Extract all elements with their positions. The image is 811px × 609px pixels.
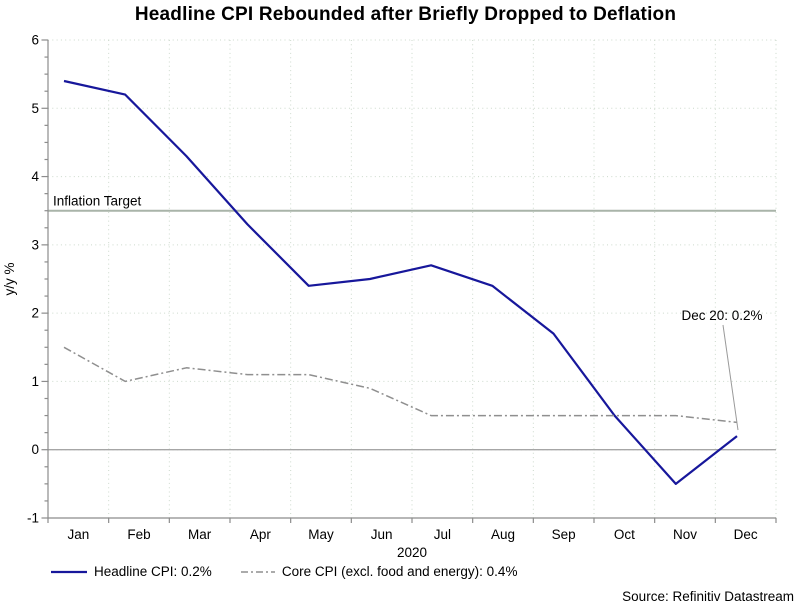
inflation-target-label: Inflation Target xyxy=(53,194,142,209)
legend-item-headline-cpi: Headline CPI: 0.2% xyxy=(50,564,212,579)
dec-annotation: Dec 20: 0.2% xyxy=(681,308,762,323)
svg-text:2: 2 xyxy=(31,306,39,321)
svg-text:Jul: Jul xyxy=(434,527,451,542)
legend-item-core-cpi: Core CPI (excl. food and energy): 0.4% xyxy=(240,564,518,579)
svg-text:Nov: Nov xyxy=(673,527,697,542)
core-cpi-line-swatch xyxy=(240,570,275,573)
svg-text:Oct: Oct xyxy=(614,527,635,542)
svg-text:1: 1 xyxy=(31,374,39,389)
x-tick-labels: Jan Feb Mar Apr May Jun Jul Aug Sep Oct Nov Dec xyxy=(67,527,757,542)
v-gridlines xyxy=(108,40,777,518)
h-gridlines xyxy=(48,39,776,451)
x-axis-year-label: 2020 xyxy=(397,545,427,560)
svg-text:Aug: Aug xyxy=(491,527,515,542)
svg-text:6: 6 xyxy=(31,33,39,48)
y-axis-ticks xyxy=(41,39,48,519)
svg-text:Feb: Feb xyxy=(127,527,150,542)
svg-text:0: 0 xyxy=(31,442,39,457)
x-axis-ticks xyxy=(47,518,777,523)
y-axis-label: y/y % xyxy=(2,262,17,295)
svg-text:4: 4 xyxy=(31,169,39,184)
svg-text:Mar: Mar xyxy=(188,527,212,542)
annotation-pointer-line xyxy=(722,324,739,431)
svg-text:Jan: Jan xyxy=(67,527,89,542)
svg-text:3: 3 xyxy=(31,237,39,252)
svg-text:5: 5 xyxy=(31,101,39,116)
core-cpi-line xyxy=(63,346,738,424)
svg-text:May: May xyxy=(308,527,334,542)
legend: Headline CPI: 0.2% Core CPI (excl. food … xyxy=(50,564,517,579)
y-tick-labels: -1 0 1 2 3 4 5 6 xyxy=(27,33,40,526)
source-note: Source: Refinitiv Datastream xyxy=(622,589,794,604)
legend-label-core-cpi: Core CPI (excl. food and energy): 0.4% xyxy=(281,564,518,579)
cpi-line-chart: Inflation Target -1 0 1 2 3 4 5 6 Jan Feb Mar Apr May… xyxy=(2,33,777,560)
headline-cpi-line-swatch xyxy=(51,570,87,573)
svg-text:Apr: Apr xyxy=(250,527,272,542)
legend-label-headline-cpi: Headline CPI: 0.2% xyxy=(94,564,212,579)
svg-text:Jun: Jun xyxy=(371,527,393,542)
svg-text:Sep: Sep xyxy=(552,527,576,542)
svg-text:Dec: Dec xyxy=(734,527,758,542)
svg-text:-1: -1 xyxy=(27,511,39,526)
chart-title: Headline CPI Rebounded after Briefly Dro… xyxy=(134,4,677,25)
headline-cpi-line xyxy=(63,79,738,485)
